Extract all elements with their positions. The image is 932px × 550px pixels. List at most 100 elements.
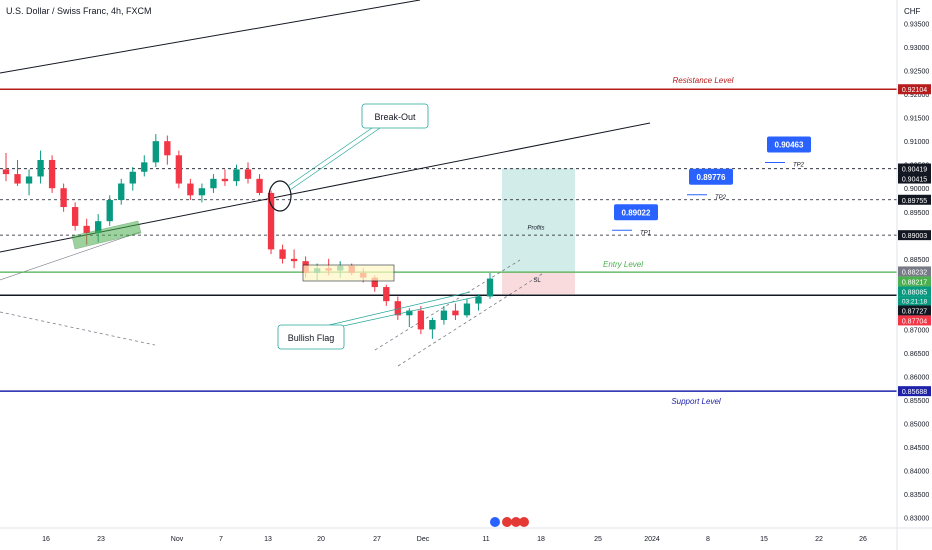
x-tick-label-1: 23 [97,536,105,543]
candle-body-37 [429,320,436,330]
candle-body-18 [210,178,217,189]
profits-label: Profits [527,226,544,232]
x-tick-label-4: 13 [264,536,272,543]
x-tick-label-12: 8 [706,536,710,543]
target-box-2[interactable] [767,136,811,153]
candle-body-24 [279,249,286,259]
flag-upper-line [374,259,521,351]
candle-body-5 [60,188,67,208]
economic-event-icon-2[interactable] [511,517,521,527]
economic-event-icon-3[interactable] [519,517,529,527]
price-label-1: 0.90419 [902,167,927,174]
target-box-1[interactable] [689,168,733,185]
level-lines: Resistance Level Entry Level Support Level [0,76,897,406]
price-label-bg-0 [898,84,931,95]
economic-event-icon[interactable] [502,517,512,527]
price-label-3: 0.89755 [902,198,927,205]
target-box-0[interactable] [614,204,658,221]
price-label-10: 0.85688 [902,389,927,396]
price-label-bg-1 [898,163,931,174]
y-tick-label-2: 0.92500 [904,69,929,76]
price-labels: 0.92104 0.90419 0.90415 0.89755 0.89003 0.882… [898,84,931,397]
y-tick-label-15: 0.86000 [904,374,929,381]
breakout-label: Break-Out [374,112,416,122]
target-tag-1: TP2 [715,195,727,201]
y-tick-label-0: 0.93500 [904,22,929,29]
countdown-bg [898,296,931,306]
candle-body-6 [71,207,79,226]
flag-callout[interactable] [277,324,345,350]
x-tick-label-14: 22 [815,536,823,543]
candle-body-10 [118,183,125,200]
candle-body-34 [394,301,401,316]
price-label-bg-8 [898,305,931,316]
y-tick-label-5: 0.91000 [904,139,929,146]
x-tick-label-11: 2024 [644,536,660,543]
breakout-callout-line-2 [289,127,381,191]
x-tick-label-5: 20 [317,536,325,543]
y-tick-label-13: 0.87000 [904,327,929,334]
consolidation-box[interactable] [71,220,142,250]
price-label-bg-6 [898,276,931,287]
candle-body-1 [14,174,21,184]
price-label-9: 0.87704 [902,318,927,325]
y-tick-label-17: 0.85000 [904,422,929,429]
upper-trend-line[interactable] [0,0,421,74]
profit-zone [502,168,575,273]
countdown-label: 03:21:18 [902,298,928,305]
bullish-flag-label: Bullish Flag [288,333,335,343]
flag-callout-line-1 [324,291,471,327]
candle-body-42 [486,278,494,297]
price-label-6: 0.88217 [902,279,927,286]
candle-body-36 [417,310,425,330]
candle-body-13 [152,141,159,163]
x-tick-label-6: 27 [373,536,381,543]
breakout-callout[interactable] [361,103,429,129]
price-label-8: 0.87727 [902,308,927,315]
breakout-callout-line-1 [287,127,373,187]
y-tick-label-14: 0.86500 [904,351,929,358]
candle-body-22 [256,178,263,193]
flag-box[interactable] [302,264,395,282]
event-icons[interactable] [490,517,529,527]
price-label-bg-4 [898,230,931,241]
y-tick-label-3: 0.92000 [904,92,929,99]
x-tick-label-3: 7 [219,536,223,543]
candle-body-25 [290,258,298,262]
y-tick-label-19: 0.84000 [904,469,929,476]
candle-body-3 [37,160,44,177]
candle-body-35 [406,310,413,316]
target-tag-0: TP1 [640,230,651,236]
y-tick-label-7: 0.90000 [904,186,929,193]
sl-label: SL [533,278,541,284]
candle-body-15 [175,155,183,184]
candle-body-4 [48,160,56,189]
candle-body-21 [244,169,252,179]
y-tick-label-18: 0.84500 [904,445,929,452]
dividend-event-icon[interactable] [490,517,500,527]
candle-body-40 [463,303,471,316]
candle-body-2 [25,176,33,184]
candle-body-23 [267,192,275,250]
price-label-bg-3 [898,194,931,205]
support-label: Support Level [671,397,721,406]
price-label-bg-5 [898,266,931,277]
candles [2,134,494,339]
x-tick-label-15: 26 [859,536,867,543]
candle-body-16 [187,183,194,196]
price-label-bg-2 [898,173,931,184]
y-tick-label-1: 0.93000 [904,45,929,52]
candle-body-14 [164,141,171,156]
target-value-0: 0.89022 [622,208,651,217]
x-tick-label-9: 18 [537,536,545,543]
y-tick-label-16: 0.85500 [904,398,929,405]
candle-body-38 [440,310,448,320]
target-value-2: 0.90463 [775,140,804,149]
price-label-bg-9 [898,315,931,326]
x-tick-label-7: Dec [417,536,430,543]
currency-label: CHF [904,7,921,16]
breakout-circle [268,180,292,212]
lower-dashed-trend-line [0,311,156,346]
y-tick-label-4: 0.91500 [904,116,929,123]
